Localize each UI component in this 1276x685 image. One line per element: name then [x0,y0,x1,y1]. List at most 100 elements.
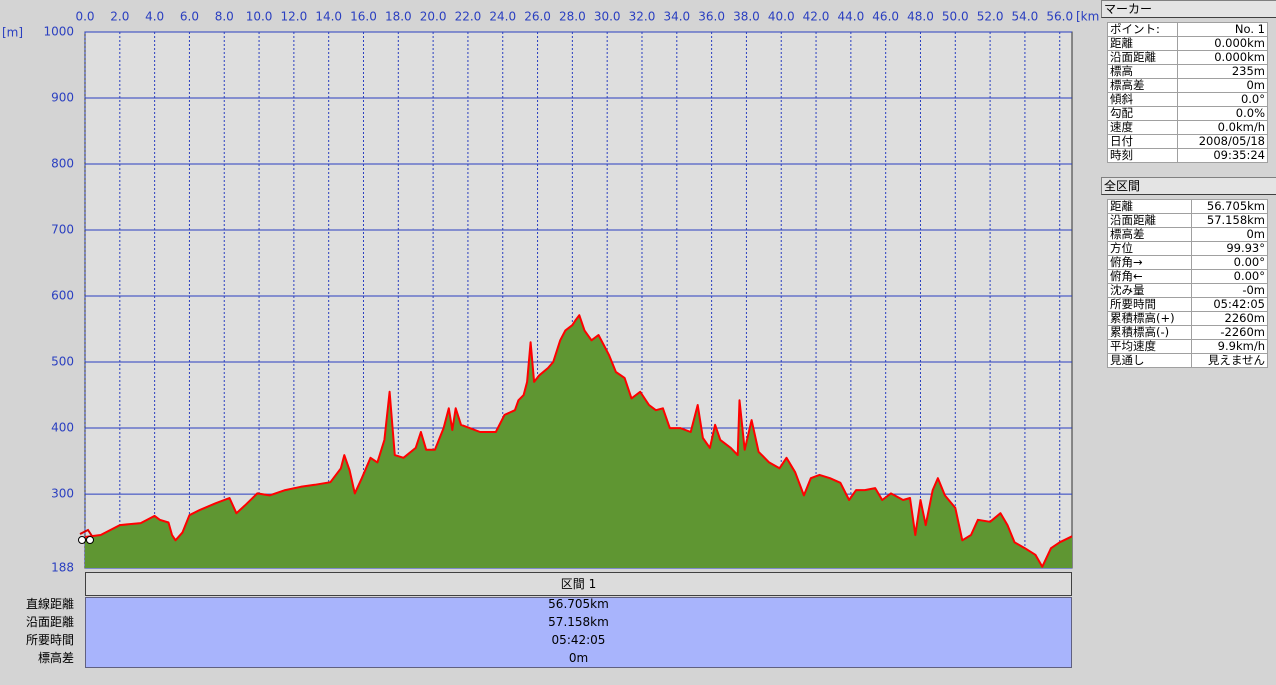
info-value: -0m [1190,283,1269,298]
info-value: 見えません [1190,353,1269,368]
info-row: 標高差 0m [1107,78,1269,93]
info-label: 累積標高(+) [1107,311,1192,326]
segment-label: 所要時間 [25,633,74,647]
segment-body [85,597,1072,668]
info-row: 方位 99.93° [1107,241,1269,256]
x-tick-label: 38.0 [733,10,760,24]
info-value: 09:35:24 [1176,148,1269,163]
info-value: 0.0° [1176,92,1269,107]
info-value: 05:42:05 [1190,297,1269,312]
info-label: 標高 [1107,64,1178,79]
x-tick-label: 46.0 [872,10,899,24]
elevation-line [84,314,1073,568]
area-fill [85,315,1072,568]
x-tick-label: 40.0 [768,10,795,24]
info-row: 標高差 0m [1107,227,1269,242]
x-tick-label: 30.0 [594,10,621,24]
x-tick-label: 54.0 [1012,10,1039,24]
info-row: 距離 0.000km [1107,36,1269,51]
info-value: 0.0% [1176,106,1269,121]
info-row: 所要時間 05:42:05 [1107,297,1269,312]
info-value: 2008/05/18 [1176,134,1269,149]
info-label: 沿面距離 [1107,213,1192,228]
info-label: 傾斜 [1107,92,1178,107]
info-row: 日付 2008/05/18 [1107,134,1269,149]
info-label: 方位 [1107,241,1192,256]
x-tick-label: 56.0 [1046,10,1073,24]
info-row: 累積標高(+) 2260m [1107,311,1269,326]
info-value: 9.9km/h [1190,339,1269,354]
total-panel-title: 全区間 [1101,177,1276,195]
segment-row: 沿面距離 57.158km [0,613,1072,631]
segment-value: 56.705km [548,597,609,611]
x-tick-label: 34.0 [663,10,690,24]
info-row: 沈み量 -0m [1107,283,1269,298]
total-table: 距離 56.705km 沿面距離 57.158km 標高差 0m 方位 99.93° 俯角→ 0.… [1107,199,1269,368]
y-tick-label: 1000 [43,25,74,39]
segment-row: 直線距離 56.705km [0,595,1072,613]
info-label: 沿面距離 [1107,50,1178,65]
info-label: 見通し [1107,353,1192,368]
x-tick-label: 50.0 [942,10,969,24]
x-tick-label: 18.0 [385,10,412,24]
x-tick-label: 28.0 [559,10,586,24]
info-label: 沈み量 [1107,283,1192,298]
x-tick-label: 16.0 [350,10,377,24]
info-value: 0.00° [1190,255,1269,270]
segment-row: 標高差 0m [0,649,1072,667]
info-value: 2260m [1190,311,1269,326]
segment-label: 沿面距離 [25,615,74,629]
x-tick-label: 8.0 [215,10,234,24]
y-tick-label: 900 [51,91,74,105]
info-value: 0.00° [1190,269,1269,284]
segment-row: 所要時間 05:42:05 [0,631,1072,649]
info-label: 平均速度 [1107,339,1192,354]
x-tick-label: 2.0 [110,10,129,24]
info-value: 0.0km/h [1176,120,1269,135]
y-tick-label: 400 [51,421,74,435]
info-row: ポイント: No. 1 [1107,22,1269,37]
info-value: -2260m [1190,325,1269,340]
info-value: 0m [1176,78,1269,93]
info-row: 見通し 見えません [1107,353,1269,368]
info-label: 所要時間 [1107,297,1192,312]
info-label: 時刻 [1107,148,1178,163]
info-label: 累積標高(-) [1107,325,1192,340]
info-row: 勾配 0.0% [1107,106,1269,121]
info-row: 俯角→ 0.00° [1107,255,1269,270]
y-tick-label: 800 [51,157,74,171]
info-label: 勾配 [1107,106,1178,121]
segment-value: 57.158km [548,615,609,629]
info-row: 累積標高(-) -2260m [1107,325,1269,340]
x-tick-label: 14.0 [315,10,342,24]
x-tick-label: 10.0 [246,10,273,24]
start-marker [78,528,94,544]
x-tick-label: 22.0 [455,10,482,24]
info-value: 56.705km [1190,199,1269,214]
marker-panel-title: マーカー [1101,0,1276,18]
y-tick-label: 600 [51,289,74,303]
segment-label: 標高差 [37,651,74,665]
segment-header[interactable]: 区間 1 [85,572,1072,596]
segment-value: 05:42:05 [551,633,606,647]
x-tick-label: 32.0 [629,10,656,24]
info-label: 俯角→ [1107,255,1192,270]
info-row: 平均速度 9.9km/h [1107,339,1269,354]
y-tick-label: 300 [51,487,74,501]
elevation-chart: [km] [m] 0.0 2.0 4.0 6.0 8.0 10.0 12.0 14.0 16.0… [2,10,1100,573]
info-value: 0.000km [1176,50,1269,65]
x-tick-label: 12.0 [281,10,308,24]
info-row: 標高 235m [1107,64,1269,79]
marker-table: ポイント: No. 1 距離 0.000km 沿面距離 0.000km 標高 235m 標高差 0… [1107,22,1269,163]
x-tick-label: 6.0 [180,10,199,24]
info-label: 距離 [1107,199,1192,214]
segment-value: 0m [568,651,589,665]
info-label: 俯角← [1107,269,1192,284]
info-value: 57.158km [1190,213,1269,228]
info-label: ポイント: [1107,22,1178,37]
x-tick-label: 44.0 [837,10,864,24]
x-tick-label: 48.0 [907,10,934,24]
x-unit-label: [km] [1076,10,1100,24]
info-row: 時刻 09:35:24 [1107,148,1269,163]
